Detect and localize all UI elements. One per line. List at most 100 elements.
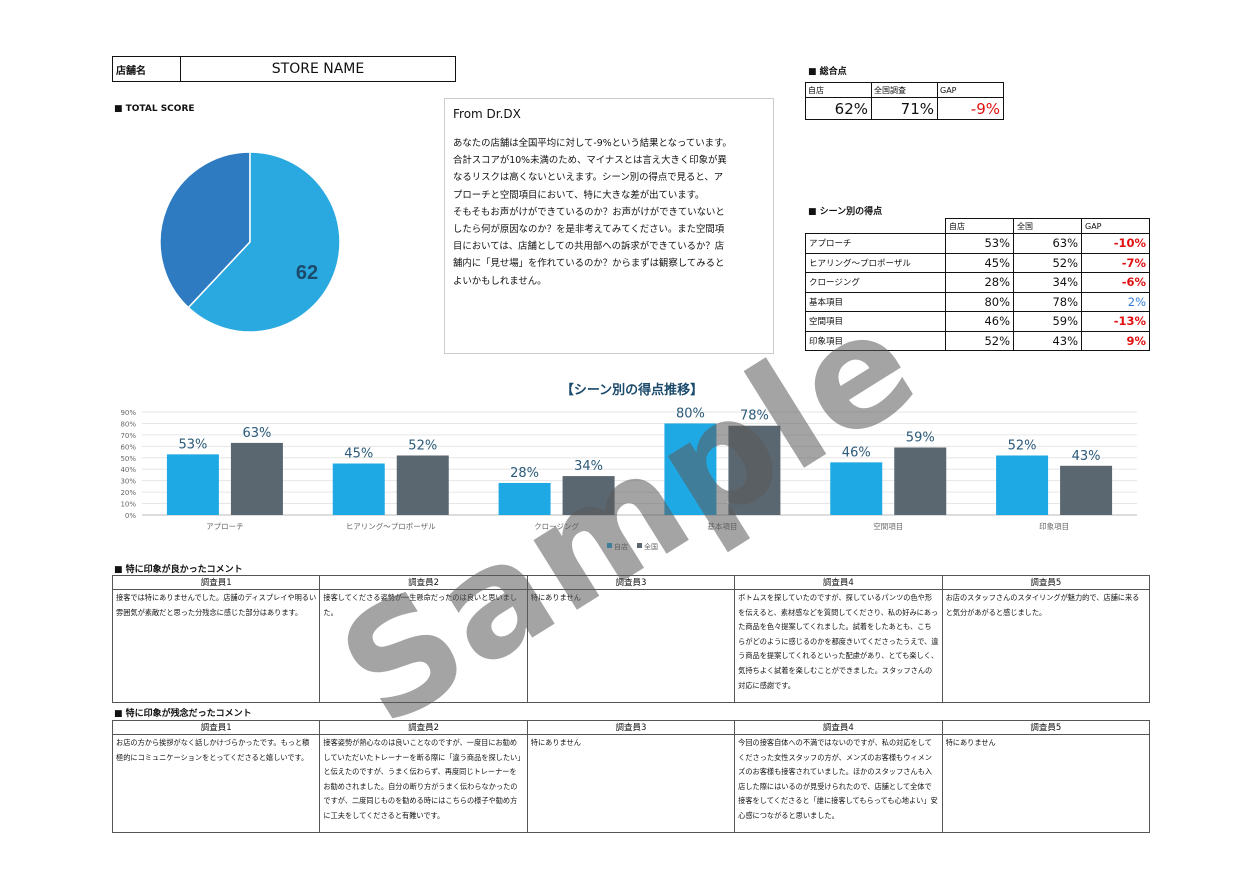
legend-swatch (637, 543, 642, 548)
scene-gap: 2% (1081, 291, 1150, 312)
store-name-value: STORE NAME (271, 61, 365, 77)
bar-national (728, 425, 781, 515)
scene-own: 53% (945, 233, 1014, 254)
overall-header-own: 自店 (805, 82, 872, 98)
store-name-label: 店舗名 (113, 57, 181, 81)
chart-grid (142, 411, 1137, 516)
total-score-title: ■ TOTAL SCORE (114, 104, 195, 114)
scene-own: 46% (945, 311, 1014, 332)
y-tick-label: 30% (120, 478, 136, 486)
bar-value-label: 34% (574, 459, 603, 474)
comment-cell: 特にありません (526, 589, 736, 703)
bar-value-label: 46% (842, 445, 871, 460)
bar-national (562, 476, 615, 515)
scene-row: 印象項目 52% 43% 9% (805, 330, 1150, 351)
scene-row: 空間項目 46% 59% -13% (805, 311, 1150, 332)
chart-legend: 自店 全国 (607, 542, 658, 551)
scene-title: ■ シーン別の得点 (808, 207, 883, 217)
comment-cell: 接客してくださる姿勢が一生懸命だったのは良いと思いました。 (319, 589, 528, 703)
scene-own: 28% (945, 272, 1014, 293)
bad-comments-title: ■ 特に印象が残念だったコメント (114, 709, 252, 719)
scene-gap: -10% (1081, 233, 1150, 254)
scene-row: クロージング 28% 34% -6% (805, 272, 1150, 293)
overall-header-national: 全国調査 (871, 82, 938, 98)
good-comments-title: ■ 特に印象が良かったコメント (114, 565, 243, 575)
x-category-label: クロージング (534, 521, 579, 531)
legend-label: 全国 (644, 542, 658, 551)
overall-title: ■ 総合点 (808, 67, 847, 77)
surveyor-header: 調査員1 (111, 720, 321, 735)
scene-own: 45% (945, 252, 1014, 273)
bar-value-label: 28% (510, 466, 539, 481)
pie-rest-slice (159, 151, 251, 309)
comment-cell: 接客姿勢が熱心なのは良いことなのですが、一度目にお勧めしていただいたトレーナーを… (319, 734, 528, 833)
bar-national (1060, 465, 1113, 515)
advice-line: あなたの店舗は全国平均に対して-9%という結果となっています。 (453, 138, 732, 149)
bar-national (894, 447, 947, 515)
legend-label: 自店 (614, 542, 628, 551)
scene-name: ヒアリング～プロポーザル (805, 252, 946, 273)
overall-own-value: 62% (805, 97, 872, 120)
bar-own (332, 463, 385, 515)
x-category-label: アプローチ (206, 522, 244, 531)
bad-comments-table: 調査員1 調査員2 調査員3 調査員4 調査員5 お店の方から挨拶がなく話しかけづらかっ… (111, 720, 1151, 833)
comment-cell: ボトムスを探していたのですが、探しているパンツの色や形を伝えると、素材感などを質… (734, 589, 943, 703)
bar-own (498, 482, 551, 515)
bar-own (664, 423, 717, 515)
overall-header-gap: GAP (937, 82, 1004, 98)
scene-table: 自店 全国 GAP アプローチ 53% 63% -10% ヒアリング～プロポーザル 45%… (805, 218, 1150, 351)
comment-cell: 特にありません (941, 734, 1151, 833)
legend-swatch (607, 543, 612, 548)
advice-line: なるリスクは高くないといえます。シーン別の得点で見ると、ア (453, 172, 724, 184)
y-tick-label: 70% (120, 432, 136, 440)
surveyor-header: 調査員2 (319, 720, 528, 735)
chart-y-axis: 0% 10% 20% 30% 40% 50% 60% 70% 80% 90% (120, 409, 136, 520)
advice-body: あなたの店舗は全国平均に対して-9%という結果となっています。 合計スコアが10%… (453, 135, 765, 290)
scene-header-own: 自店 (945, 218, 1014, 234)
bar-value-label: 63% (242, 426, 271, 441)
scene-name: 空間項目 (805, 311, 946, 332)
bar-national (396, 455, 449, 515)
advice-line: よいかもしれません。 (453, 275, 547, 287)
scene-row: ヒアリング～プロポーザル 45% 52% -7% (805, 252, 1150, 273)
y-tick-label: 80% (120, 420, 136, 428)
surveyor-header: 調査員4 (734, 575, 943, 590)
advice-line: 舗内に「見せ場」を作れているのか？からまずは観察してみると (453, 258, 725, 270)
scene-name: クロージング (805, 272, 946, 293)
comment-cell: 今回の接客自体への不満ではないのですが、私の対応をしてくださった女性スタッフの方… (734, 734, 943, 833)
scene-gap: -6% (1081, 272, 1150, 293)
bar-value-label: 45% (344, 447, 373, 462)
x-category-label: 基本項目 (707, 521, 737, 531)
bar-value-label: 52% (408, 438, 437, 453)
scene-national: 52% (1013, 252, 1082, 273)
bar-value-label: 78% (740, 409, 769, 424)
y-tick-label: 10% (120, 501, 136, 509)
scene-header-gap: GAP (1081, 218, 1150, 234)
advice-box: From Dr.DX あなたの店舗は全国平均に対して-9%という結果となっていま… (444, 98, 774, 354)
y-tick-label: 50% (120, 455, 136, 463)
surveyor-header: 調査員3 (526, 720, 736, 735)
advice-line: プローチと空間項目において、特に大きな差が出ています。 (453, 189, 705, 201)
y-tick-label: 60% (120, 443, 136, 451)
surveyor-header: 調査員1 (111, 575, 321, 590)
scene-name: アプローチ (805, 233, 946, 254)
overall-table: 自店 全国調査 GAP 62% 71% -9% (805, 82, 1004, 120)
advice-line: そもそもお声がけができているのか？お声がけができていないと (453, 206, 725, 218)
bar-value-label: 59% (906, 430, 935, 445)
scene-trend-chart: 【シーン別の得点推移】 0% 10% 20% 30% 40% 50% 60% 70% 80% 90… (120, 382, 1137, 551)
scene-row: アプローチ 53% 63% -10% (805, 233, 1150, 254)
surveyor-header: 調査員3 (526, 575, 736, 590)
bar-value-label: 53% (178, 437, 207, 452)
surveyor-header: 調査員2 (319, 575, 528, 590)
chart-title: 【シーン別の得点推移】 (561, 382, 703, 398)
bar-value-label: 43% (1072, 449, 1101, 464)
good-comments-table: 調査員1 調査員2 調査員3 調査員4 調査員5 接客では特にありませんでした。店舗のデ… (111, 575, 1151, 703)
overall-national-value: 71% (871, 97, 938, 120)
y-tick-label: 90% (120, 409, 136, 417)
overall-gap-value: -9% (937, 97, 1004, 120)
comment-cell: お店のスタッフさんのスタイリングが魅力的で、店舗に来ると気分があがると感じました… (941, 589, 1151, 703)
chart-x-axis: アプローチ ヒアリング～プロポーザル クロージング 基本項目 空間項目 印象項目 (206, 521, 1069, 531)
total-score-pie: 62 (159, 151, 341, 333)
surveyor-header: 調査員5 (941, 720, 1151, 735)
advice-from: From Dr.DX (453, 107, 521, 121)
